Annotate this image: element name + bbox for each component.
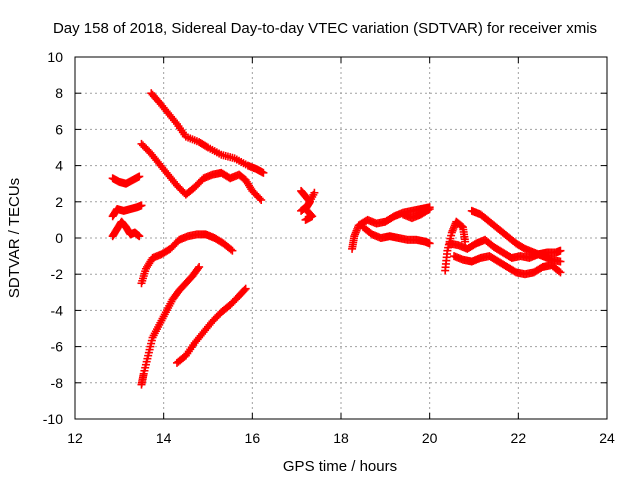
data-point (556, 257, 565, 266)
data-point (556, 246, 565, 255)
data-point (425, 239, 434, 248)
data-points (108, 89, 565, 389)
data-point (241, 284, 250, 293)
data-point (257, 195, 266, 204)
y-tick-label: -2 (51, 266, 64, 282)
grid (75, 57, 607, 419)
y-tick-label: 6 (55, 121, 63, 137)
data-point (424, 205, 433, 214)
y-tick-label: 0 (55, 230, 63, 246)
y-tick-labels: -10 -8 -6 -4 -2 0 2 4 6 8 10 (43, 49, 63, 427)
data-point (255, 194, 264, 203)
data-point (240, 285, 249, 294)
y-tick-label: 2 (55, 194, 63, 210)
data-point (137, 201, 146, 210)
data-point (228, 246, 237, 255)
data-point (301, 215, 310, 224)
x-tick-label: 22 (511, 430, 527, 446)
y-tick-label: -10 (43, 411, 63, 427)
data-point (226, 245, 235, 254)
data-point (310, 188, 319, 197)
data-point (554, 267, 563, 276)
data-point (135, 172, 144, 181)
y-axis-label: SDTVAR / TECUs (6, 178, 23, 298)
y-tick-label: -6 (51, 339, 64, 355)
data-point (425, 205, 434, 214)
y-tick-label: 10 (47, 49, 63, 65)
y-tick-label: -4 (51, 302, 64, 318)
x-tick-labels: 12 14 16 18 20 22 24 (67, 430, 615, 446)
x-tick-label: 20 (422, 430, 438, 446)
data-point (135, 232, 144, 241)
data-point (194, 264, 203, 273)
y-tick-label: 4 (55, 158, 63, 174)
y-tick-label: -8 (51, 375, 64, 391)
x-tick-label: 18 (333, 430, 349, 446)
chart-title: Day 158 of 2018, Sidereal Day-to-day VTE… (53, 20, 597, 37)
x-tick-label: 12 (67, 430, 83, 446)
data-point (195, 262, 204, 271)
x-tick-label: 14 (156, 430, 172, 446)
data-point (556, 268, 565, 277)
x-tick-label: 24 (599, 430, 615, 446)
y-tick-label: 8 (55, 85, 63, 101)
data-point (259, 168, 268, 177)
plot-frame (74, 56, 608, 420)
x-axis-label: GPS time / hours (283, 458, 397, 475)
x-tick-label: 16 (245, 430, 261, 446)
